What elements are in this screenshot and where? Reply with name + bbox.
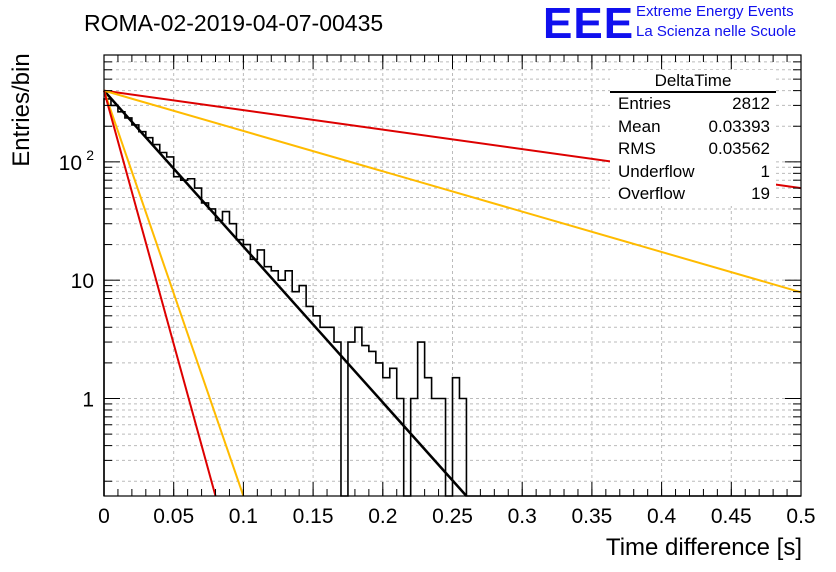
y-tick-label: 10 [59,152,82,175]
stats-value: 2812 [732,94,770,113]
x-tick-label: 0.35 [571,505,612,528]
stats-box-title: DeltaTime [610,70,776,93]
stats-row-underflow: Underflow 1 [610,161,776,184]
eee-logo: EEE [543,0,635,48]
x-tick-label: 0.5 [786,505,815,528]
stats-label: RMS [618,139,656,158]
y-tick-exponent: 2 [86,147,94,163]
chart-title: ROMA-02-2019-04-07-00435 [84,10,384,36]
y-axis-label: Entries/bin [8,53,35,167]
stats-label: Overflow [618,184,686,203]
fit-line [103,90,217,497]
axis-ticks [103,54,802,496]
x-tick-label: 0.4 [647,505,677,528]
stats-value: 1 [760,161,770,181]
x-tick-label: 0.1 [229,505,258,528]
x-axis-label: Time difference [s] [605,534,802,561]
x-tick-label: 0.45 [711,505,752,528]
x-tick-label: 0.05 [153,505,194,528]
stats-row-entries: Entries 2812 [610,93,776,116]
x-tick-label: 0.15 [293,505,334,528]
stats-label: Entries [618,94,671,113]
stats-label: Mean [618,116,661,136]
fit-line [103,89,468,497]
stats-value: 0.03393 [708,116,770,136]
stats-row-rms: RMS 0.03562 [610,138,776,161]
stats-row-mean: Mean 0.03393 [610,116,776,139]
fit-line [103,90,245,497]
stats-value: 19 [751,184,770,203]
fit-line [103,89,802,294]
x-tick-label: 0.25 [432,505,473,528]
logo-subtitle-line2: La Scienza nelle Scuole [636,23,797,40]
stats-value: 0.03562 [708,139,770,158]
logo-subtitle-line1: Extreme Energy Events [636,3,794,20]
stats-row-overflow: Overflow 19 [610,183,776,206]
stats-label: Underflow [618,161,695,181]
x-tick-label: 0 [98,505,110,528]
x-tick-label: 0.2 [368,505,397,528]
stats-box: DeltaTime Entries 2812 Mean 0.03393 RMS 0.0… [610,70,776,206]
y-tick-label: 10 [71,270,94,293]
x-tick-labels: 0 0.05 0.1 0.15 0.2 0.25 0.3 0.35 0.4 0.45 0.5 [98,505,815,528]
x-tick-label: 0.3 [508,505,537,528]
y-tick-label: 1 [82,389,94,412]
